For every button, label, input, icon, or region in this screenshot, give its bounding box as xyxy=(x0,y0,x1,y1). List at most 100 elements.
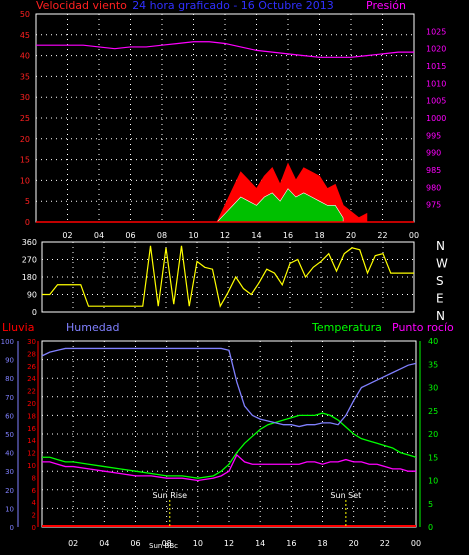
humidity-series-line xyxy=(41,347,417,428)
panel1-x-tick: 04 xyxy=(94,231,104,240)
panel1-x-tick: 08 xyxy=(157,231,167,240)
panel3-x-tick: 12 xyxy=(224,539,234,548)
panel3-rain-tick: 0 xyxy=(32,524,36,532)
panel3-humidity-tick: 50 xyxy=(5,431,14,439)
panel3-x-tick: 04 xyxy=(99,539,109,548)
panel1-left-tick: 45 xyxy=(20,31,30,40)
panel3-x-tick: 10 xyxy=(193,539,203,548)
panel3-x-tick: 22 xyxy=(380,539,390,548)
panel2-left-tick: 360 xyxy=(22,238,37,247)
panel1-right-tick: 1005 xyxy=(426,97,446,106)
panel1-x-tick: 10 xyxy=(188,231,198,240)
sun-marker-label: Sun Rise xyxy=(152,491,187,500)
panel1-right-tick: 985 xyxy=(426,166,441,175)
panel1-x-tick: 20 xyxy=(346,231,356,240)
panel1-left-tick: 0 xyxy=(25,218,30,227)
panel1-right-tick: 1025 xyxy=(426,27,446,36)
rain-label: Lluvia xyxy=(2,321,34,334)
panel3-temp-tick: 35 xyxy=(428,360,438,369)
panel1-left-ticks: 0 5 10 15 20 25 30 35 40 45 50 xyxy=(20,10,30,227)
panel1-left-tick: 35 xyxy=(20,72,30,81)
panel1-right-tick: 1015 xyxy=(426,62,446,71)
panel3-temp-tick: 25 xyxy=(428,407,438,416)
panel2-frame xyxy=(41,241,415,313)
wind-speed-label: Velocidad viento xyxy=(36,0,127,12)
panel1-left-tick: 10 xyxy=(20,176,30,185)
chart-title: 24 hora graficado - 16 Octubre 2013 xyxy=(132,0,334,12)
panel3-humidity-tick: 40 xyxy=(5,450,14,458)
panel1-left-tick: 5 xyxy=(25,197,30,206)
panel1-left-tick: 40 xyxy=(20,52,30,61)
panel1-x-tick: 14 xyxy=(251,231,261,240)
panel3-rain-tick: 28 xyxy=(27,350,36,358)
dewpoint-series-line xyxy=(42,453,416,482)
panel1-grid xyxy=(36,13,415,223)
panel3-humidity-tick: 10 xyxy=(5,505,14,513)
panel1-left-tick: 20 xyxy=(20,135,30,144)
panel3-temp-tick: 30 xyxy=(428,384,438,393)
panel3-x-tick: 20 xyxy=(349,539,359,548)
temperature-series-line xyxy=(42,412,417,479)
panel2-grid xyxy=(42,241,415,313)
panel3-rain-tick: 18 xyxy=(27,412,36,420)
panel1-left-tick: 15 xyxy=(20,156,30,165)
panel3-rain-tick: 8 xyxy=(32,474,36,482)
pressure-series-line xyxy=(36,41,414,58)
panel3-rain-tick: 24 xyxy=(27,375,36,383)
panel3-humidity-tick: 100 xyxy=(1,338,14,346)
panel3-x-tick: 00 xyxy=(411,539,421,548)
panel3-rain-tick: 4 xyxy=(32,499,37,507)
direction-series-line xyxy=(42,245,414,308)
panel3-x-tick: 18 xyxy=(317,539,327,548)
panel3-annotations: Sun Rise Sun Set xyxy=(152,491,361,527)
panel3-humidity-tick: 60 xyxy=(5,412,14,420)
wind-avg-series-area xyxy=(216,188,344,223)
panel1-right-tick: 975 xyxy=(426,201,441,210)
panel1-x-tick: 18 xyxy=(314,231,324,240)
panel2-compass-label: N xyxy=(436,239,445,253)
panel3-rain-tick: 22 xyxy=(27,388,36,396)
panel1-frame xyxy=(35,13,415,223)
panel2-left-tick: 0 xyxy=(32,308,37,317)
panel3-rain-tick: 2 xyxy=(32,512,36,520)
panel3-rain-tick: 6 xyxy=(32,487,37,495)
panel3-temp-tick: 5 xyxy=(428,500,433,509)
panel3-x-tick: 08 xyxy=(162,539,172,548)
panel3-rain-tick: 20 xyxy=(27,400,36,408)
panel1-left-tick: 50 xyxy=(20,10,30,19)
panel1-left-tick: 30 xyxy=(20,93,30,102)
panel1-x-tick: 22 xyxy=(377,231,387,240)
panel1-x-tick: 16 xyxy=(283,231,293,240)
panel3-temp-tick: 20 xyxy=(428,430,438,439)
sun-marker-label: Sun Set xyxy=(330,491,361,500)
panel2-compass-label: W xyxy=(436,257,448,271)
panel1-right-tick: 1010 xyxy=(426,79,446,88)
temperature-label: Temperatura xyxy=(311,321,382,334)
panel1-series xyxy=(36,41,414,223)
panel2-compass-label: E xyxy=(436,292,444,306)
panel2-compass-label: S xyxy=(436,274,444,288)
pressure-label: Presión xyxy=(366,0,406,12)
panel2-left-tick: 270 xyxy=(22,256,37,265)
panel3-humidity-tick: 70 xyxy=(5,394,14,402)
panel3-temp-tick: 0 xyxy=(428,523,433,532)
panel3-x-tick: 02 xyxy=(68,539,78,548)
panel3-x-ticks: 02 04 06 08 10 12 14 16 18 20 22 00 xyxy=(68,539,421,548)
panel1-right-tick: 1020 xyxy=(426,45,446,54)
panel2-left-ticks: 0 90 180 270 360 xyxy=(22,238,37,317)
panel1-right-tick: 1000 xyxy=(426,114,446,123)
panel2-series xyxy=(42,245,414,308)
panel1-right-tick: 980 xyxy=(426,183,441,192)
panel3-rain-tick: 14 xyxy=(27,437,36,445)
panel3-rain-tick: 10 xyxy=(27,462,36,470)
panel1-x-tick: 00 xyxy=(409,231,419,240)
dewpoint-label: Punto rocío xyxy=(392,321,454,334)
panel3-rain-tick: 16 xyxy=(27,425,36,433)
panel3-rain-tick: 26 xyxy=(27,363,36,371)
panel3-humidity-tick: 80 xyxy=(5,375,14,383)
panel2-compass-label: N xyxy=(436,309,445,323)
panel1-x-tick: 02 xyxy=(62,231,72,240)
panel2-left-tick: 180 xyxy=(22,273,37,282)
